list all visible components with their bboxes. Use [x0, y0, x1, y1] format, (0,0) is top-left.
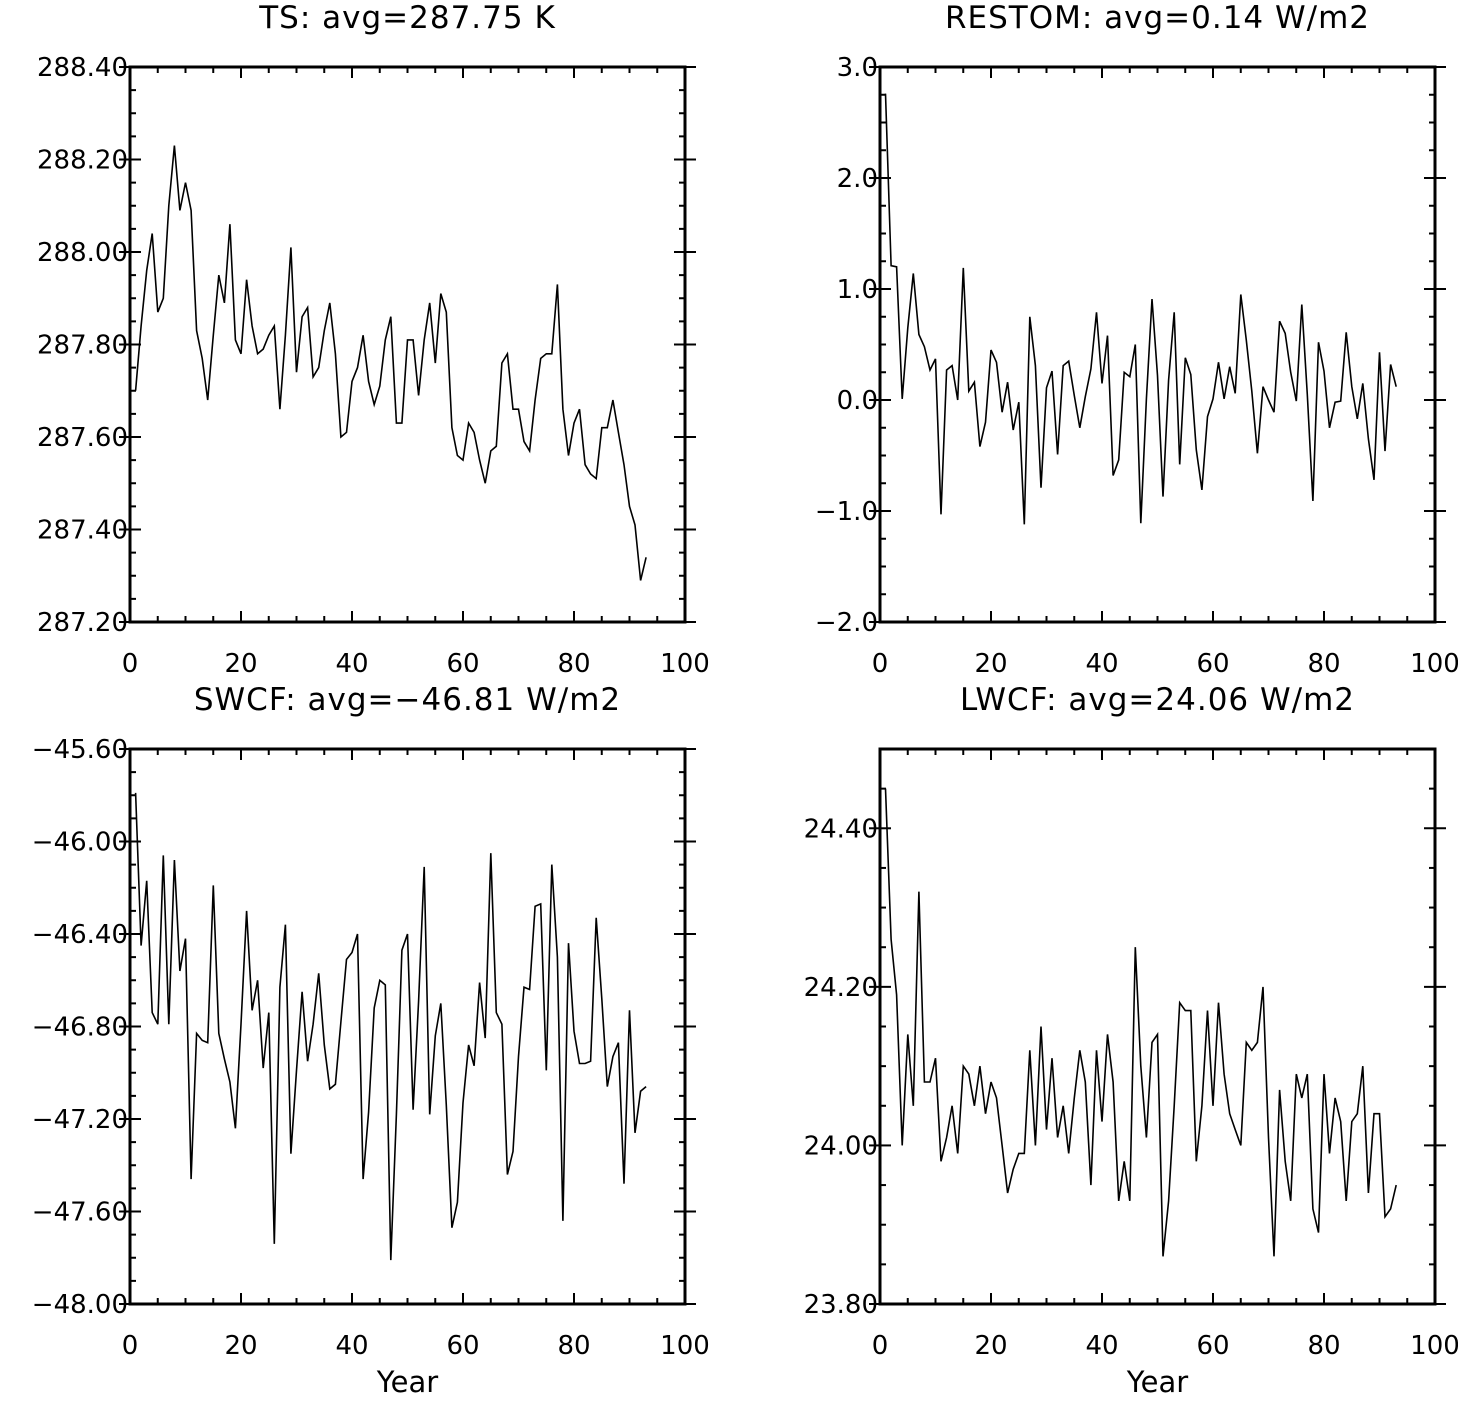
x-tick-label: 40 — [1085, 1331, 1118, 1361]
chart-title: SWCF: avg=−46.81 W/m2 — [194, 682, 621, 718]
y-tick-label: −47.20 — [32, 1105, 128, 1135]
y-tick-label: 24.40 — [804, 814, 878, 844]
y-tick-label: −47.60 — [32, 1198, 128, 1228]
x-tick-label: 100 — [660, 1331, 710, 1361]
y-tick-label: 287.60 — [37, 423, 128, 453]
y-tick-label: 3.0 — [837, 53, 878, 83]
y-tick-label: −46.00 — [32, 828, 128, 858]
y-tick-label: −46.40 — [32, 920, 128, 950]
x-axis-label: Year — [1126, 1365, 1188, 1399]
chart-title: LWCF: avg=24.06 W/m2 — [960, 682, 1355, 718]
y-tick-label: 24.20 — [804, 973, 878, 1003]
plot-frame — [878, 65, 1437, 624]
y-tick-label: 288.40 — [37, 53, 128, 83]
x-tick-label: 0 — [872, 1331, 889, 1361]
chart-title: TS: avg=287.75 K — [258, 0, 556, 36]
x-tick-label: 100 — [1410, 1331, 1458, 1361]
ts-panel: TS: avg=287.75 K 0 20 40 60 80 100 287.20 287.40… — [37, 0, 710, 679]
x-tick-label: 60 — [1196, 649, 1229, 679]
lwcf-panel: LWCF: avg=24.06 W/m2 0 20 40 60 80 100 23.80 24.… — [804, 682, 1458, 1399]
y-tick-label: 287.80 — [37, 331, 128, 361]
plot-frame — [878, 747, 1437, 1306]
restom-panel: RESTOM: avg=0.14 W/m2 0 20 40 60 80 100 −2.0 −1.… — [815, 0, 1458, 679]
x-tick-label: 0 — [122, 1331, 139, 1361]
x-tick-label: 80 — [1307, 1331, 1340, 1361]
series-line — [884, 788, 1397, 1257]
y-tick-label: 1.0 — [837, 275, 878, 305]
y-tick-label: 24.00 — [804, 1131, 878, 1161]
y-tick-label: 2.0 — [837, 164, 878, 194]
y-tick-label: 0.0 — [837, 386, 878, 416]
series-line — [884, 93, 1397, 525]
x-tick-label: 40 — [335, 1331, 368, 1361]
x-tick-label: 100 — [1410, 649, 1458, 679]
y-tick-label: −46.80 — [32, 1013, 128, 1043]
x-tick-label: 80 — [557, 649, 590, 679]
x-tick-label: 60 — [446, 649, 479, 679]
x-tick-label: 40 — [1085, 649, 1118, 679]
y-tick-label: 23.80 — [804, 1290, 878, 1320]
x-tick-label: 60 — [446, 1331, 479, 1361]
x-tick-label: 20 — [224, 649, 257, 679]
x-axis-label: Year — [376, 1365, 438, 1399]
x-tick-label: 80 — [1307, 649, 1340, 679]
x-tick-label: 40 — [335, 649, 368, 679]
x-tick-label: 20 — [974, 649, 1007, 679]
y-tick-label: 288.00 — [37, 238, 128, 268]
x-tick-label: 0 — [872, 649, 889, 679]
y-tick-label: −48.00 — [32, 1290, 128, 1320]
y-tick-label: 287.40 — [37, 516, 128, 546]
plot-frame — [128, 747, 687, 1306]
y-tick-label: −1.0 — [815, 497, 878, 527]
x-tick-label: 80 — [557, 1331, 590, 1361]
x-tick-label: 100 — [660, 649, 710, 679]
y-tick-label: −2.0 — [815, 608, 878, 638]
x-tick-label: 0 — [122, 649, 139, 679]
y-tick-label: −45.60 — [32, 735, 128, 765]
swcf-panel: SWCF: avg=−46.81 W/m2 0 20 40 60 80 100 −48.00 −… — [32, 682, 710, 1399]
series-line — [134, 145, 647, 581]
series-line — [134, 792, 647, 1261]
x-tick-label: 60 — [1196, 1331, 1229, 1361]
x-tick-label: 20 — [974, 1331, 1007, 1361]
y-tick-label: 288.20 — [37, 146, 128, 176]
y-tick-label: 287.20 — [37, 608, 128, 638]
chart-title: RESTOM: avg=0.14 W/m2 — [945, 0, 1370, 36]
x-tick-label: 20 — [224, 1331, 257, 1361]
